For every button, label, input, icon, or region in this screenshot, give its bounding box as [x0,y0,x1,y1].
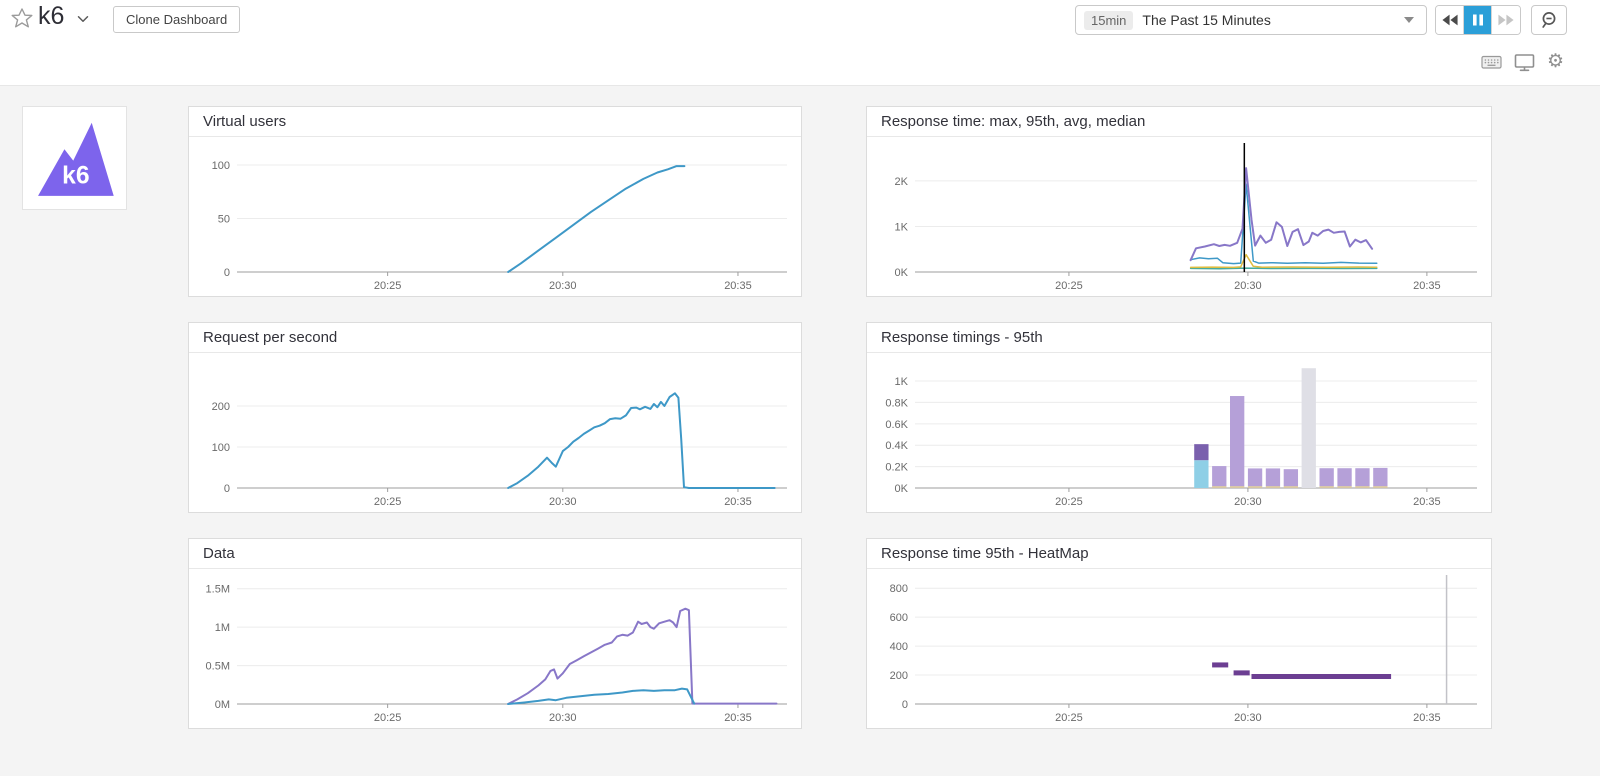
svg-text:0.2K: 0.2K [885,462,908,474]
tv-mode-monitor-icon[interactable] [1514,53,1535,72]
svg-text:1K: 1K [895,376,909,388]
svg-text:100: 100 [212,442,230,454]
svg-text:20:25: 20:25 [374,496,402,508]
svg-text:20:30: 20:30 [549,280,577,292]
svg-text:20:30: 20:30 [1234,712,1262,724]
svg-text:20:25: 20:25 [374,712,402,724]
clone-dashboard-button[interactable]: Clone Dashboard [113,6,241,33]
keyboard-shortcuts-icon[interactable] [1481,53,1502,71]
playback-controls [1435,5,1521,35]
svg-text:20:35: 20:35 [724,280,752,292]
time-range-select[interactable]: 15min The Past 15 Minutes [1075,5,1427,35]
response-time-heatmap-chart[interactable]: 0 200 400 600 800 20:25 20:30 20:35 [867,569,1491,728]
svg-text:20:30: 20:30 [1234,280,1262,292]
svg-text:0: 0 [902,699,908,711]
svg-text:20:35: 20:35 [724,712,752,724]
k6-logo: k6 [37,122,114,196]
fast-forward-icon [1498,14,1514,26]
panel-title[interactable]: Virtual users [189,107,801,137]
svg-text:20:25: 20:25 [1055,280,1083,292]
panel-response-time-heatmap: Response time 95th - HeatMap 0 200 400 600 8… [866,538,1492,729]
svg-text:20:35: 20:35 [1413,496,1441,508]
svg-text:20:25: 20:25 [374,280,402,292]
svg-text:20:35: 20:35 [724,496,752,508]
svg-text:0: 0 [224,483,230,495]
svg-text:600: 600 [890,612,908,624]
panel-title[interactable]: Response timings - 95th [867,323,1491,353]
svg-text:200: 200 [890,670,908,682]
virtual-users-chart[interactable]: 0 50 100 20:25 20:30 20:35 [189,137,801,296]
dashboard-header: k6 Clone Dashboard 15min The Past 15 Min… [0,0,1600,85]
svg-text:20:35: 20:35 [1413,712,1441,724]
rewind-button[interactable] [1436,6,1464,34]
svg-text:200: 200 [212,401,230,413]
svg-text:20:25: 20:25 [1055,496,1083,508]
svg-text:20:25: 20:25 [1055,712,1083,724]
svg-text:1M: 1M [215,622,230,634]
svg-text:20:30: 20:30 [549,712,577,724]
data-chart[interactable]: 0M 0.5M 1M 1.5M 20:25 20:30 20:35 [189,569,801,728]
svg-text:0.4K: 0.4K [885,440,908,452]
svg-text:50: 50 [218,214,230,226]
svg-text:20:30: 20:30 [549,496,577,508]
request-per-second-chart[interactable]: 0 100 200 20:25 20:30 20:35 [189,353,801,512]
time-range-label: The Past 15 Minutes [1142,12,1271,28]
svg-text:20:35: 20:35 [1413,280,1441,292]
settings-gear-icon[interactable]: ⚙ [1546,51,1564,72]
zoom-out-button[interactable] [1531,5,1567,35]
svg-text:1.5M: 1.5M [206,584,230,596]
svg-text:0K: 0K [895,267,909,279]
svg-text:0: 0 [224,267,230,279]
svg-text:0K: 0K [895,483,909,495]
panel-title[interactable]: Request per second [189,323,801,353]
toolbar-icons: ⚙ [1481,52,1564,72]
pause-button[interactable] [1464,6,1492,34]
response-time-chart[interactable]: 0K 1K 2K 20:25 20:30 20:35 [867,137,1491,296]
time-range-badge: 15min [1084,10,1134,30]
panel-title[interactable]: Data [189,539,801,569]
svg-text:400: 400 [890,641,908,653]
response-timings-bar-chart[interactable]: 0K 0.2K 0.4K 0.6K 0.8K 1K 20:25 20:30 20:35 [867,353,1491,512]
panel-request-per-second: Request per second 0 100 200 20:25 20:30 20:3… [188,322,802,513]
favorite-star-icon[interactable] [10,6,34,30]
panel-response-time: Response time: max, 95th, avg, median 0K… [866,106,1492,297]
panel-title[interactable]: Response time 95th - HeatMap [867,539,1491,569]
svg-text:20:30: 20:30 [1234,496,1262,508]
k6-logo-widget: k6 [22,106,127,210]
caret-down-icon [1404,17,1414,23]
panel-response-timings-95th: Response timings - 95th 0K 0.2K 0.4K 0.6K 0.… [866,322,1492,513]
svg-text:0.6K: 0.6K [885,419,908,431]
chevron-down-icon[interactable] [74,10,92,28]
svg-text:2K: 2K [895,176,909,188]
fast-forward-button[interactable] [1492,6,1520,34]
svg-text:800: 800 [890,583,908,595]
page-title: k6 [38,2,65,30]
magnifier-minus-icon [1542,12,1556,28]
svg-text:100: 100 [212,160,230,172]
svg-text:1K: 1K [895,221,909,233]
svg-text:0M: 0M [215,699,230,711]
rewind-icon [1441,14,1458,26]
svg-text:k6: k6 [62,163,89,190]
pause-icon [1472,14,1483,26]
panel-virtual-users: Virtual users 0 50 100 20:25 20:30 20:35 [188,106,802,297]
dashboard-canvas: k6 Virtual users 0 50 100 20:25 20:30 20:35 R… [0,85,1600,776]
panel-data: Data 0M 0.5M 1M 1.5M 20:25 20:30 20:35 [188,538,802,729]
svg-text:0.5M: 0.5M [206,661,230,673]
panel-title[interactable]: Response time: max, 95th, avg, median [867,107,1491,137]
svg-text:0.8K: 0.8K [885,397,908,409]
